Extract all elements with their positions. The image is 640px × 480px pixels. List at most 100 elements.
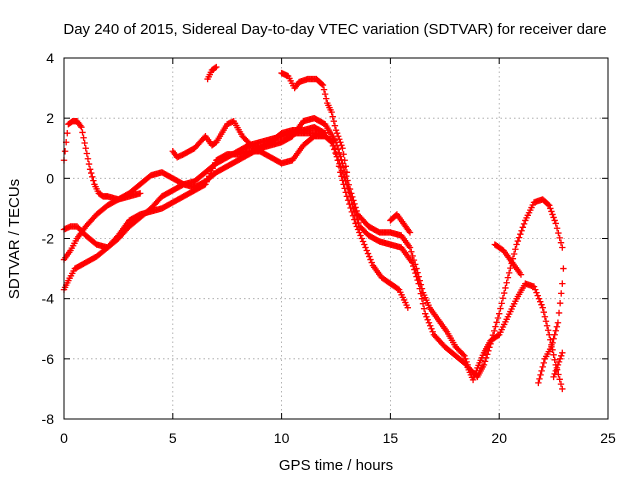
data-point-interp: [89, 173, 96, 181]
data-point-interp: [367, 256, 374, 263]
data-point-interp: [515, 234, 523, 241]
data-point-interp: [333, 151, 340, 158]
data-point-interp: [551, 331, 558, 338]
data-point: [332, 127, 340, 134]
data-point-interp: [481, 358, 489, 365]
data-point-interp: [538, 301, 545, 308]
data-point-interp: [330, 117, 338, 125]
data-point-interp: [519, 224, 527, 231]
data-series: [535, 265, 567, 387]
data-point-interp: [548, 208, 555, 215]
data-point: [517, 271, 525, 278]
y-tick-label: -4: [42, 291, 55, 307]
data-point-interp: [532, 286, 539, 293]
data-point-interp: [517, 231, 524, 238]
data-point-interp: [503, 279, 510, 286]
data-point-interp: [61, 148, 69, 155]
data-point-interp: [351, 216, 358, 223]
data-point-interp: [550, 335, 557, 342]
data-point-interp: [336, 136, 343, 143]
data-point-interp: [359, 238, 367, 245]
data-point: [539, 304, 546, 311]
data-point-interp: [424, 316, 431, 323]
data-point: [469, 376, 477, 384]
data-point-interp: [500, 289, 508, 297]
data-point-interp: [81, 139, 88, 147]
data-point: [343, 169, 351, 176]
data-point-interp: [540, 309, 548, 316]
data-point-interp: [416, 277, 423, 284]
x-tick-label: 25: [600, 430, 616, 446]
data-point: [86, 166, 94, 173]
data-point-interp: [459, 351, 467, 358]
data-point: [550, 373, 557, 381]
data-point-interp: [549, 211, 556, 218]
data-point-interp: [547, 205, 554, 212]
data-point-interp: [79, 129, 86, 136]
data-point-interp: [64, 130, 71, 137]
data-point: [136, 190, 144, 197]
data-point-interp: [426, 322, 434, 329]
data-point-interp: [492, 323, 499, 330]
data-series: [60, 133, 412, 311]
data-point-interp: [512, 246, 519, 253]
data-point: [343, 193, 351, 200]
data-point-interp: [88, 169, 95, 177]
data-point-interp: [346, 185, 354, 193]
data-point-interp: [556, 234, 563, 242]
data-point-interp: [555, 358, 563, 366]
data-point: [546, 202, 553, 209]
data-point-interp: [555, 229, 562, 237]
data-point-interp: [329, 138, 336, 145]
data-point: [559, 349, 566, 357]
data-point-interp: [482, 354, 490, 362]
data-point-interp: [323, 95, 330, 102]
x-tick-label: 0: [60, 430, 68, 446]
data-point-interp: [90, 177, 97, 184]
data-point-interp: [420, 305, 428, 312]
data-point-interp: [462, 355, 469, 363]
data-point-interp: [552, 327, 559, 334]
data-point-interp: [415, 273, 422, 280]
data-point-interp: [337, 153, 344, 160]
data-series: [491, 241, 525, 278]
data-point-interp: [536, 375, 543, 383]
data-point-interp: [410, 256, 418, 264]
data-point-interp: [484, 351, 491, 358]
data-point-interp: [499, 295, 507, 302]
data-point-interp: [338, 142, 345, 149]
data-point-interp: [550, 214, 557, 221]
data-series: [60, 117, 144, 203]
data-point: [560, 265, 567, 272]
data-point: [213, 63, 220, 71]
data-point: [552, 220, 559, 227]
y-axis-label: SDTVAR / TECUs: [6, 179, 23, 299]
data-point: [559, 280, 566, 287]
data-point-interp: [346, 200, 353, 208]
data-point-interp: [408, 248, 415, 255]
data-point: [413, 265, 420, 272]
data-point-interp: [553, 364, 561, 372]
y-tick-label: 2: [46, 110, 54, 126]
data-point: [337, 169, 344, 176]
data-point-interp: [344, 197, 352, 204]
data-point-interp: [425, 319, 433, 326]
data-point-interp: [80, 134, 87, 141]
data-point-interp: [85, 160, 93, 168]
data-point: [487, 340, 494, 347]
data-point: [554, 361, 562, 369]
data-point-interp: [553, 225, 561, 232]
data-point: [406, 244, 414, 251]
data-point: [480, 361, 488, 369]
data-point-interp: [318, 80, 326, 88]
data-point-interp: [533, 289, 540, 296]
data-point-interp: [358, 235, 366, 242]
data-point-interp: [320, 86, 328, 93]
data-series: [278, 69, 351, 176]
data-point-interp: [534, 292, 541, 299]
data-point: [513, 241, 520, 248]
axis-ticks: 0 5 10 15 20 25 -8 -6 -4 -2 0 2 4: [42, 50, 616, 446]
data-point-interp: [353, 207, 360, 215]
data-point-interp: [543, 322, 551, 329]
